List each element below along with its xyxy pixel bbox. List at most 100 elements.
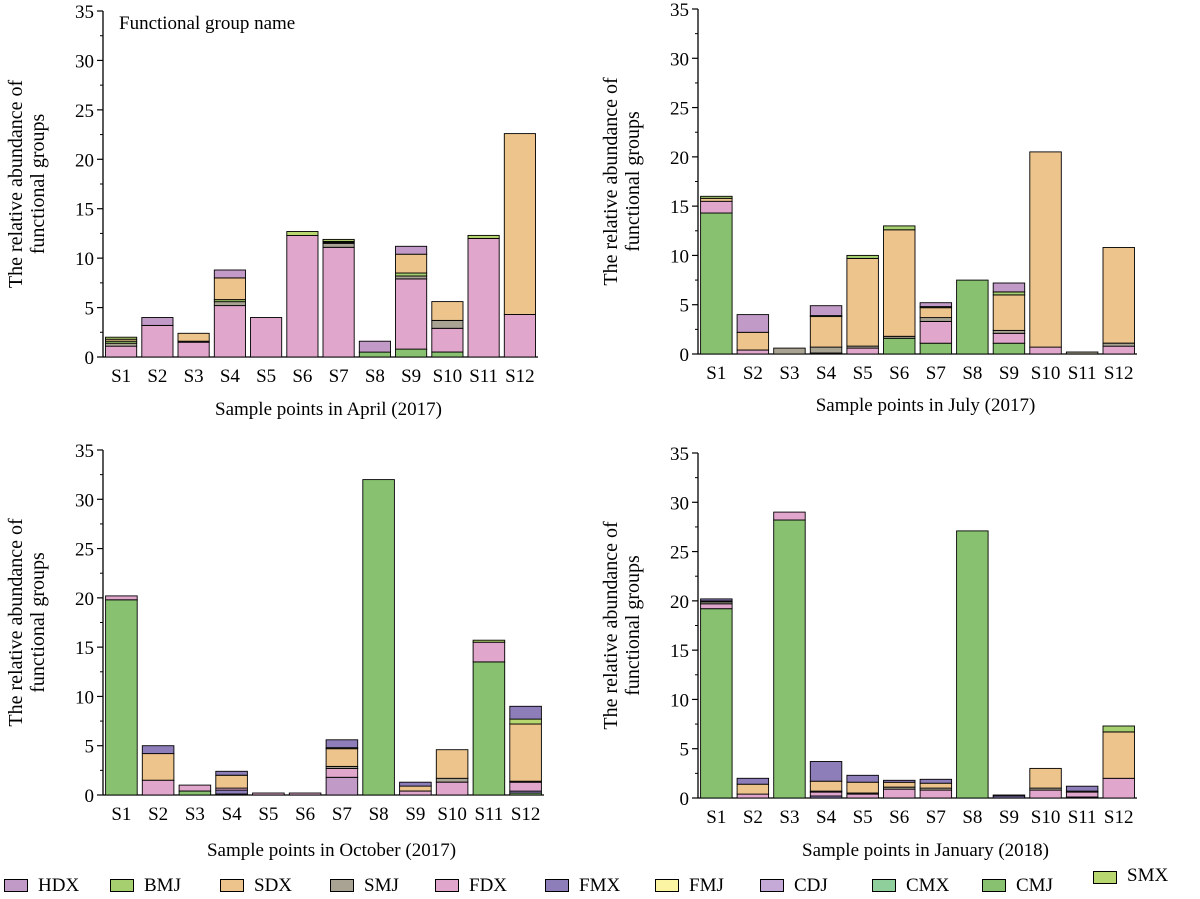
x-tick-label: S4 (220, 366, 241, 387)
x-tick-label: S4 (816, 807, 837, 828)
x-tick-label: S6 (889, 807, 909, 828)
legend: HDX BMJ SDX SMJ FDX FMX FMJ CDJ CMX CMJ SMX (0, 865, 1200, 898)
bar-segment-sdx (809, 316, 843, 348)
bar-segment-fdx (992, 332, 1026, 344)
bar-segment-sdx (1102, 731, 1135, 779)
legend-label: HDX (38, 875, 80, 896)
bar-segment-fdx (322, 246, 355, 358)
y-axis-label: The relative abundance offunctional grou… (5, 80, 49, 289)
bar-segment-sdx (992, 294, 1026, 331)
y-tick-label: 5 (680, 740, 690, 761)
y-tick-label: 35 (75, 2, 94, 23)
y-tick-label: 5 (680, 296, 690, 317)
x-tick-label: S2 (743, 363, 763, 384)
y-axis-label-line: functional groups (622, 111, 644, 252)
x-tick-label: S9 (999, 807, 1019, 828)
bar-segment-fdx (467, 237, 500, 358)
bar-segment-sdx (883, 229, 916, 337)
bar-segment-bmj (1102, 725, 1135, 733)
bar-segment-cmj (358, 351, 391, 358)
bar-segment-fdx (846, 347, 879, 355)
bar-segment-fdx (288, 792, 322, 796)
bar-segment-cmj (178, 790, 212, 796)
x-tick-label: S11 (1068, 807, 1097, 828)
bar-segment-smj (435, 777, 469, 783)
legend-swatch (4, 879, 28, 892)
bar-segment-sdx (399, 785, 432, 792)
y-tick-label: 10 (75, 687, 94, 708)
bar-segment-fdx (252, 792, 285, 796)
bar-segment-cmj (700, 212, 733, 355)
bar-segment-cmj (105, 599, 138, 796)
legend-swatch (330, 879, 354, 892)
bar-segment-cmj (700, 608, 733, 799)
bar-segment-cmj (362, 479, 395, 796)
x-tick-label: S1 (111, 366, 131, 387)
legend-label: FMJ (689, 875, 724, 896)
bar-segment-sdx (919, 782, 953, 789)
bar-segment-hdx (992, 282, 1026, 293)
legend-label: FMX (579, 875, 621, 896)
legend-swatch (872, 879, 896, 892)
x-tick-label: S3 (184, 366, 204, 387)
bar-segment-fdx (286, 234, 319, 358)
x-tick-label: S2 (743, 807, 763, 828)
bar-segment-fdx (919, 789, 953, 799)
bar-segment-hdx (736, 314, 770, 333)
x-tick-label: S1 (706, 363, 726, 384)
bar-segment-fdx (1102, 777, 1135, 799)
bar-segment-fdx (1102, 345, 1135, 355)
bar-segment-smj (809, 346, 843, 354)
legend-swatch (655, 879, 679, 892)
bar-segment-fdx (105, 595, 138, 601)
bar-segment-fmx (736, 777, 770, 785)
x-tick-label: S3 (779, 363, 799, 384)
x-tick-label: S10 (437, 804, 467, 825)
bar-segment-fdx (177, 341, 210, 358)
bar-segment-fdx (809, 791, 843, 797)
x-tick-label: S7 (329, 366, 349, 387)
y-axis-label-line: functional groups (27, 552, 49, 693)
bar-segment-sdx (503, 133, 536, 315)
x-tick-label: S9 (999, 363, 1019, 384)
bar-segment-fmx (325, 739, 359, 749)
bar-segment-fdx (1029, 346, 1062, 355)
x-tick-label: S8 (962, 807, 982, 828)
bar-segment-smx (286, 231, 319, 236)
x-axis-title: Sample points in January (2018) (802, 840, 1049, 861)
legend-label: BMJ (144, 875, 181, 896)
y-axis-label: The relative abundance offunctional grou… (600, 77, 644, 286)
bar-segment-fdx (883, 788, 916, 799)
x-tick-label: S11 (474, 804, 503, 825)
bar-segment-fdx (736, 793, 770, 799)
y-tick-label: 25 (75, 540, 94, 561)
bar-segment-smx (322, 238, 355, 242)
x-tick-label: S7 (332, 804, 352, 825)
y-tick-label: 25 (670, 543, 689, 564)
legend-label: CMJ (1016, 875, 1053, 896)
bar-segment-fdx (141, 324, 174, 358)
bar-segment-sdx (736, 783, 770, 795)
bar-segment-sdx (395, 253, 428, 274)
y-axis-label-line: The relative abundance of (600, 77, 622, 286)
bar-segment-cmj (956, 530, 989, 799)
x-tick-label: S1 (111, 804, 131, 825)
x-tick-label: S6 (292, 366, 312, 387)
bar-segment-bmj (992, 291, 1026, 296)
bar-segment-sdx (213, 277, 246, 301)
y-axis-label: The relative abundance offunctional grou… (600, 521, 644, 730)
bar-segment-smx (509, 718, 542, 725)
bar-segment-sdx (846, 781, 879, 794)
bar-segment-cmj (472, 661, 506, 796)
bar-segment-hdx (919, 302, 953, 308)
x-tick-label: S2 (148, 804, 168, 825)
x-tick-label: S12 (505, 366, 535, 387)
bar-segment-cmj (431, 351, 464, 358)
bar-segment-smx (467, 234, 500, 239)
y-tick-label: 30 (670, 49, 689, 70)
bar-segment-fdx (141, 779, 175, 796)
x-tick-label: S7 (926, 363, 946, 384)
bar-segment-hdx (325, 776, 359, 796)
legend-label: SDX (254, 875, 293, 896)
y-axis-label-line: functional groups (622, 555, 644, 696)
